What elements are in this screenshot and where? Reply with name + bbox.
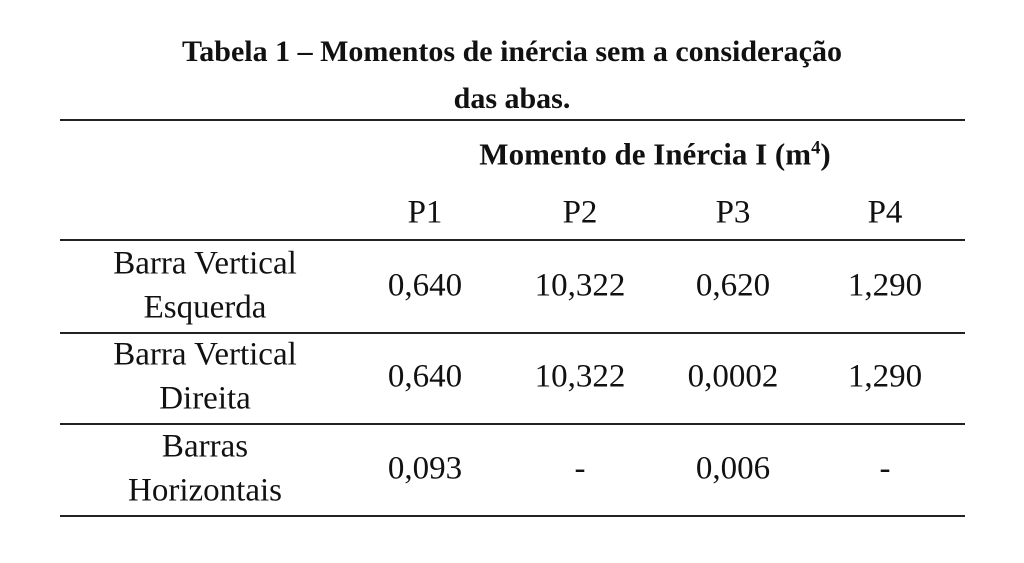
column-header: P3 xyxy=(715,194,751,231)
rule xyxy=(60,119,965,121)
cell: 0,0002 xyxy=(687,358,779,395)
cell: 10,322 xyxy=(534,267,626,304)
rule xyxy=(60,423,965,425)
group-header-suffix: ) xyxy=(820,136,831,172)
rule xyxy=(60,514,965,517)
group-header: Momento de Inércia I (m4) xyxy=(479,139,830,170)
superscript: 4 xyxy=(811,137,821,159)
cell: 0,620 xyxy=(695,267,771,304)
title-line: Tabela 1 – Momentos de inércia sem a con… xyxy=(182,35,842,68)
cell: 0,006 xyxy=(695,450,771,487)
row-label: Horizontais xyxy=(128,472,282,509)
row-label: Esquerda xyxy=(143,289,267,326)
title-line: das abas. xyxy=(453,82,571,115)
cell: 0,640 xyxy=(387,267,463,304)
column-header: P2 xyxy=(562,194,598,231)
row-label: Barra Vertical xyxy=(113,245,297,282)
cell: 0,640 xyxy=(387,358,463,395)
cell: 0,093 xyxy=(387,450,463,487)
cell: - xyxy=(879,450,891,487)
cell: 1,290 xyxy=(847,267,923,304)
rule xyxy=(60,239,965,241)
cell: 1,290 xyxy=(847,358,923,395)
row-label: Direita xyxy=(159,380,251,417)
rule xyxy=(60,331,965,334)
row-label: Barra Vertical xyxy=(113,336,297,373)
group-header-text: Momento de Inércia I (m xyxy=(479,136,812,172)
column-header: P1 xyxy=(407,194,443,231)
column-header: P4 xyxy=(867,194,903,231)
row-label: Barras xyxy=(161,428,249,465)
cell: - xyxy=(574,450,586,487)
cell: 10,322 xyxy=(534,358,626,395)
